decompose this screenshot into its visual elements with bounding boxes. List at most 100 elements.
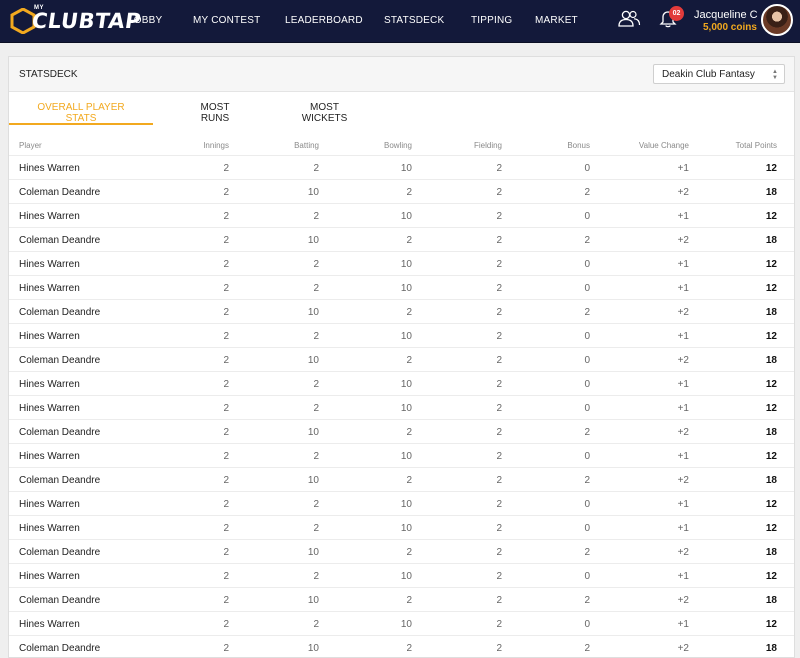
player-name[interactable]: Hines Warren bbox=[19, 571, 80, 582]
table-row[interactable]: Hines Warren 2 2 10 2 0 +1 12 bbox=[9, 443, 794, 468]
value-change: +2 bbox=[677, 235, 689, 246]
table-row[interactable]: Hines Warren 2 2 10 2 0 +1 12 bbox=[9, 611, 794, 636]
bonus-value: 0 bbox=[584, 211, 590, 222]
total-points: 12 bbox=[765, 451, 777, 462]
table-row[interactable]: Hines Warren 2 2 10 2 0 +1 12 bbox=[9, 515, 794, 540]
player-name[interactable]: Hines Warren bbox=[19, 283, 80, 294]
batting-value: 10 bbox=[307, 427, 319, 438]
player-name[interactable]: Hines Warren bbox=[19, 451, 80, 462]
logo-text: CLUBTAP bbox=[30, 9, 143, 33]
bowling-value: 2 bbox=[406, 235, 412, 246]
innings-value: 2 bbox=[223, 643, 229, 654]
player-name[interactable]: Hines Warren bbox=[19, 619, 80, 630]
table-row[interactable]: Hines Warren 2 2 10 2 0 +1 12 bbox=[9, 563, 794, 588]
player-name[interactable]: Hines Warren bbox=[19, 499, 80, 510]
nav-my-contest[interactable]: MY CONTEST bbox=[193, 15, 261, 26]
batting-value: 2 bbox=[313, 499, 319, 510]
bonus-value: 2 bbox=[584, 595, 590, 606]
player-name[interactable]: Hines Warren bbox=[19, 163, 80, 174]
tab-label-line1: OVERALL PLAYER bbox=[37, 102, 125, 113]
table-row[interactable]: Hines Warren 2 2 10 2 0 +1 12 bbox=[9, 275, 794, 300]
player-name[interactable]: Hines Warren bbox=[19, 379, 80, 390]
innings-value: 2 bbox=[223, 283, 229, 294]
fielding-value: 2 bbox=[496, 619, 502, 630]
bonus-value: 0 bbox=[584, 379, 590, 390]
player-name[interactable]: Hines Warren bbox=[19, 331, 80, 342]
nav-tipping[interactable]: TIPPING bbox=[471, 15, 513, 26]
player-name[interactable]: Coleman Deandre bbox=[19, 643, 101, 654]
table-row[interactable]: Hines Warren 2 2 10 2 0 +1 12 bbox=[9, 155, 794, 180]
clubtap-logo[interactable]: MY CLUBTAP bbox=[10, 5, 143, 35]
bonus-value: 0 bbox=[584, 259, 590, 270]
col-header-bowling: Bowling bbox=[383, 141, 412, 150]
table-row[interactable]: Coleman Deandre 2 10 2 2 0 +2 18 bbox=[9, 347, 794, 372]
user-name[interactable]: Jacqueline C bbox=[694, 9, 758, 21]
table-row[interactable]: Hines Warren 2 2 10 2 0 +1 12 bbox=[9, 491, 794, 516]
player-name[interactable]: Hines Warren bbox=[19, 523, 80, 534]
player-name[interactable]: Coleman Deandre bbox=[19, 427, 101, 438]
player-name[interactable]: Coleman Deandre bbox=[19, 595, 101, 606]
fielding-value: 2 bbox=[496, 451, 502, 462]
table-row[interactable]: Hines Warren 2 2 10 2 0 +1 12 bbox=[9, 395, 794, 420]
club-select[interactable]: Deakin Club Fantasy ▲ ▼ bbox=[653, 64, 785, 84]
batting-value: 10 bbox=[307, 235, 319, 246]
fielding-value: 2 bbox=[496, 427, 502, 438]
avatar[interactable] bbox=[761, 4, 793, 36]
bonus-value: 0 bbox=[584, 451, 590, 462]
nav-leaderboard[interactable]: LEADERBOARD bbox=[285, 15, 363, 26]
table-row[interactable]: Coleman Deandre 2 10 2 2 2 +2 18 bbox=[9, 179, 794, 204]
nav-lobby[interactable]: LOBBY bbox=[128, 15, 163, 26]
user-coins: 5,000 coins bbox=[703, 22, 757, 33]
total-points: 12 bbox=[765, 523, 777, 534]
table-row[interactable]: Coleman Deandre 2 10 2 2 2 +2 18 bbox=[9, 299, 794, 324]
player-name[interactable]: Coleman Deandre bbox=[19, 475, 101, 486]
bonus-value: 2 bbox=[584, 187, 590, 198]
fielding-value: 2 bbox=[496, 307, 502, 318]
player-name[interactable]: Coleman Deandre bbox=[19, 547, 101, 558]
tab-most-wickets[interactable]: MOST WICKETS bbox=[287, 102, 362, 124]
innings-value: 2 bbox=[223, 427, 229, 438]
innings-value: 2 bbox=[223, 595, 229, 606]
innings-value: 2 bbox=[223, 211, 229, 222]
nav-market[interactable]: MARKET bbox=[535, 15, 578, 26]
value-change: +2 bbox=[677, 187, 689, 198]
table-row[interactable]: Hines Warren 2 2 10 2 0 +1 12 bbox=[9, 203, 794, 228]
table-row[interactable]: Coleman Deandre 2 10 2 2 2 +2 18 bbox=[9, 467, 794, 492]
value-change: +1 bbox=[677, 571, 689, 582]
player-name[interactable]: Hines Warren bbox=[19, 403, 80, 414]
fielding-value: 2 bbox=[496, 499, 502, 510]
bowling-value: 2 bbox=[406, 547, 412, 558]
statsdeck-card: STATSDECK Deakin Club Fantasy ▲ ▼ OVERALL… bbox=[8, 56, 795, 658]
nav-statsdeck[interactable]: STATSDECK bbox=[384, 15, 445, 26]
table-row[interactable]: Coleman Deandre 2 10 2 2 2 +2 18 bbox=[9, 419, 794, 444]
total-points: 12 bbox=[765, 331, 777, 342]
top-navigation: MY CLUBTAP LOBBY MY CONTEST LEADERBOARD … bbox=[0, 0, 800, 43]
tab-most-runs[interactable]: MOST RUNS bbox=[195, 102, 235, 124]
bonus-value: 2 bbox=[584, 475, 590, 486]
value-change: +1 bbox=[677, 451, 689, 462]
hexagon-logo-icon bbox=[10, 8, 36, 34]
player-name[interactable]: Coleman Deandre bbox=[19, 355, 101, 366]
tab-overall-player-stats[interactable]: OVERALL PLAYER STATS bbox=[31, 102, 131, 124]
innings-value: 2 bbox=[223, 163, 229, 174]
table-row[interactable]: Coleman Deandre 2 10 2 2 2 +2 18 bbox=[9, 227, 794, 252]
total-points: 18 bbox=[765, 643, 777, 654]
value-change: +2 bbox=[677, 355, 689, 366]
logo-prefix: MY bbox=[34, 5, 44, 11]
table-row[interactable]: Hines Warren 2 2 10 2 0 +1 12 bbox=[9, 323, 794, 348]
player-name[interactable]: Coleman Deandre bbox=[19, 307, 101, 318]
batting-value: 10 bbox=[307, 355, 319, 366]
player-name[interactable]: Coleman Deandre bbox=[19, 187, 101, 198]
batting-value: 2 bbox=[313, 163, 319, 174]
total-points: 12 bbox=[765, 211, 777, 222]
table-row[interactable]: Hines Warren 2 2 10 2 0 +1 12 bbox=[9, 251, 794, 276]
player-name[interactable]: Hines Warren bbox=[19, 259, 80, 270]
table-row[interactable]: Coleman Deandre 2 10 2 2 2 +2 18 bbox=[9, 587, 794, 612]
player-name[interactable]: Hines Warren bbox=[19, 211, 80, 222]
table-row[interactable]: Hines Warren 2 2 10 2 0 +1 12 bbox=[9, 371, 794, 396]
batting-value: 2 bbox=[313, 259, 319, 270]
player-name[interactable]: Coleman Deandre bbox=[19, 235, 101, 246]
table-row[interactable]: Coleman Deandre 2 10 2 2 2 +2 18 bbox=[9, 539, 794, 564]
users-icon[interactable] bbox=[617, 10, 641, 28]
table-row[interactable]: Coleman Deandre 2 10 2 2 2 +2 18 bbox=[9, 635, 794, 657]
